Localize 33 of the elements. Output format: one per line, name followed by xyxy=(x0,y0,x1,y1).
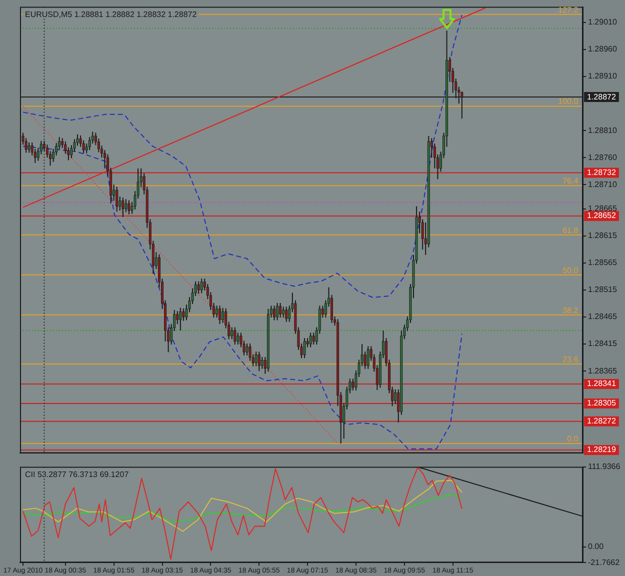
y-tick-label: 1.28465 xyxy=(588,312,618,322)
annotation: 23.6 xyxy=(562,355,579,364)
ref-line-label: 1.28219 xyxy=(587,445,616,454)
annotation: 127.2 xyxy=(558,5,579,14)
y-tick-label: 111.9366 xyxy=(588,462,621,472)
annotation: 50.0 xyxy=(562,266,579,275)
y-tick-label: 1.28960 xyxy=(588,44,618,54)
annotation: 76.4 xyxy=(562,176,579,186)
y-tick-label: 1.28565 xyxy=(588,258,618,268)
annotation: 100.0 xyxy=(558,97,579,106)
ref-line-label: 1.28732 xyxy=(587,168,616,177)
ref-line-label: 1.28272 xyxy=(587,416,616,426)
y-tick-label: 1.28615 xyxy=(588,231,618,240)
chart-title: EURUSD,M5 1.28881 1.28882 1.28832 1.28872 xyxy=(25,10,198,19)
y-tick-label: 1.28515 xyxy=(588,285,618,294)
annotation: 38.2 xyxy=(562,306,579,315)
y-tick-label: 1.29010 xyxy=(588,18,618,27)
y-tick-label: 1.28415 xyxy=(588,339,618,348)
ref-line-label: 1.28341 xyxy=(587,379,616,388)
ref-line-label: 1.28872 xyxy=(587,92,616,102)
chart-title: CII 53.2877 76.3713 69.1207 xyxy=(25,470,130,479)
annotation: 61.8 xyxy=(562,226,579,235)
y-tick-label: 1.28910 xyxy=(588,72,618,81)
y-tick-label: 1.28365 xyxy=(588,366,618,376)
ref-line-label: 1.28652 xyxy=(587,211,616,220)
y-tick-label: 0.00 xyxy=(588,542,604,552)
y-tick-label: -21.7662 xyxy=(588,558,620,567)
y-tick-label: 1.28810 xyxy=(588,126,618,135)
ref-line-label: 1.28305 xyxy=(587,398,616,408)
y-tick-label: 1.28665 xyxy=(588,204,618,214)
annotation: 0.0 xyxy=(567,434,579,444)
y-tick-label: 1.28760 xyxy=(588,152,618,162)
y-tick-label: 1.28710 xyxy=(588,180,618,189)
